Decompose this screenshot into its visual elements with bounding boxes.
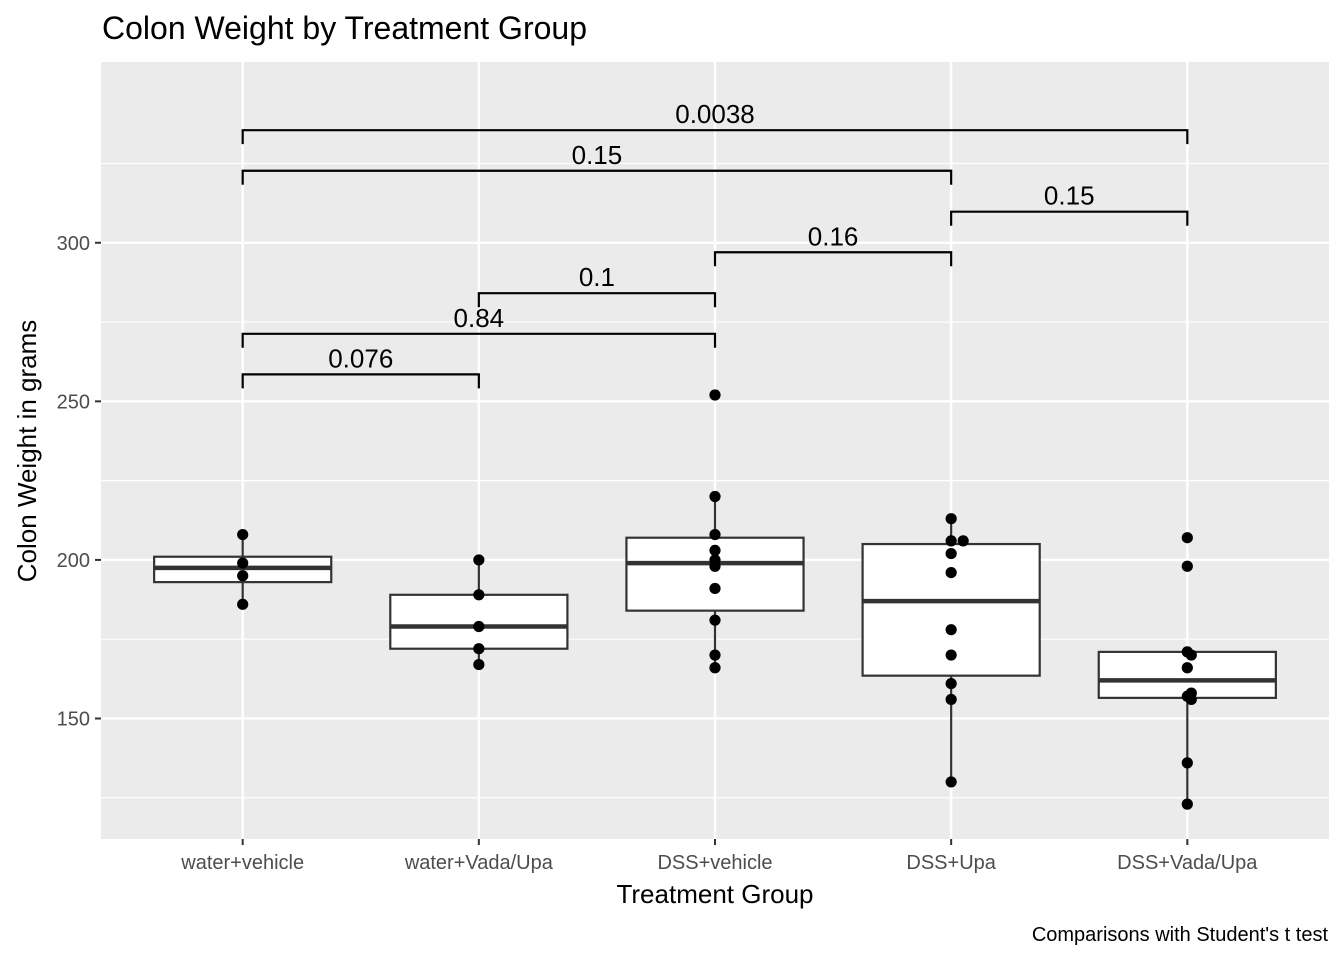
data-point [1181, 798, 1193, 810]
x-tick-label: water+vehicle [180, 852, 304, 874]
data-point [945, 624, 957, 636]
p-value-label: 0.16 [808, 221, 859, 251]
data-point [1181, 532, 1193, 544]
data-point [945, 535, 957, 547]
data-point [1181, 757, 1193, 769]
data-point [237, 570, 249, 582]
data-points [237, 389, 1197, 810]
data-point [709, 490, 721, 503]
data-point [957, 535, 969, 547]
p-value-label: 0.1 [579, 262, 615, 292]
comparison-bracket [477, 292, 717, 308]
y-tick-label: 150 [57, 708, 90, 730]
data-point [945, 776, 957, 788]
data-point [945, 513, 957, 525]
x-tick-label: DSS+Vada/Upa [1117, 852, 1258, 874]
comparison-bracket [241, 129, 1189, 145]
data-point [709, 662, 721, 674]
data-point [1185, 693, 1197, 706]
data-point [709, 614, 721, 626]
p-value-label: 0.076 [328, 343, 393, 373]
data-point [473, 589, 485, 601]
x-axis-title: Treatment Group [616, 879, 813, 909]
chart-title: Colon Weight by Treatment Group [102, 10, 587, 46]
data-point [1181, 560, 1193, 572]
data-point [237, 598, 249, 610]
boxplots [153, 496, 1277, 805]
data-point [945, 547, 957, 560]
data-point [709, 560, 721, 572]
p-value-label: 0.84 [454, 303, 505, 333]
chart-caption: Comparisons with Student's t test [1032, 924, 1329, 946]
comparison-bracket [241, 332, 717, 348]
y-axis-title: Colon Weight in grams [12, 320, 42, 583]
y-axis: 150 200 250 300 [57, 233, 101, 730]
y-tick-label: 250 [57, 391, 90, 413]
p-value-label: 0.15 [1044, 181, 1095, 211]
comparison-bracket [713, 251, 953, 267]
data-point [473, 554, 485, 566]
data-point [237, 557, 249, 569]
data-point [945, 567, 957, 579]
comparison-bracket [241, 169, 953, 185]
data-point [473, 658, 485, 671]
data-point [1181, 662, 1193, 674]
data-point [709, 528, 721, 541]
y-tick-label: 200 [57, 550, 90, 572]
y-tick-label: 300 [57, 233, 90, 255]
major-gridlines [101, 62, 1329, 839]
data-point [945, 678, 957, 690]
p-value-label: 0.0038 [675, 99, 755, 129]
comparison-bracket [950, 210, 1189, 226]
x-tick-label: DSS+vehicle [657, 852, 772, 874]
data-point [473, 620, 485, 633]
data-point [945, 693, 957, 706]
x-tick-label: water+Vada/Upa [404, 852, 554, 874]
x-axis: water+vehicle water+Vada/Upa DSS+vehicle DS… [180, 839, 1258, 874]
data-point [473, 643, 485, 655]
data-point [945, 649, 957, 661]
data-point [709, 649, 721, 661]
data-point [1185, 649, 1197, 661]
data-point [237, 528, 249, 541]
x-tick-label: DSS+Upa [906, 852, 996, 874]
data-point [709, 582, 721, 595]
comparison-brackets: 0.076 0.84 0.1 0.16 0.15 0.15 0.0038 [241, 99, 1189, 389]
data-point [709, 544, 721, 557]
comparison-bracket [241, 373, 480, 389]
p-value-label: 0.15 [572, 140, 623, 170]
data-point [709, 389, 721, 401]
